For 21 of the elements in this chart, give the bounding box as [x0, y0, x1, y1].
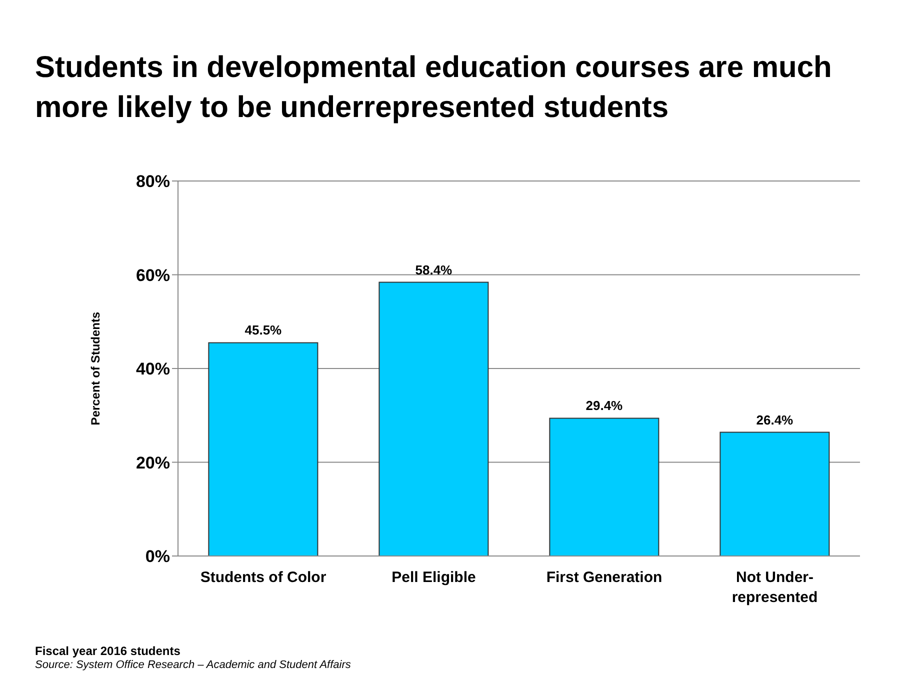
bar: [208, 342, 318, 556]
bar: [549, 418, 660, 556]
data-label: 58.4%: [415, 262, 453, 278]
y-tick-label: 20%: [136, 453, 170, 472]
y-tick-label: 40%: [136, 360, 170, 379]
x-tick-label: Not Under-represented: [732, 569, 818, 606]
text: Fiscal year 2016 students: [35, 644, 182, 658]
source-note: Source: System Office Research – Academic and Student Affairs: [35, 658, 351, 672]
bar: [720, 432, 830, 556]
y-axis-title: Percent of Students: [88, 312, 102, 426]
y-tick-label: 0%: [145, 547, 170, 566]
y-tick-label: 80%: [136, 172, 170, 192]
y-tick-label: 60%: [136, 266, 170, 285]
x-tick-label: Pell Eligible: [392, 569, 476, 586]
bar: [378, 282, 489, 556]
data-label: 26.4%: [756, 412, 794, 428]
x-tick-label: Students of Color: [200, 569, 326, 586]
chart-title: Students in developmental education courses are much more likely to be underrepresented students: [35, 50, 833, 126]
x-tick-label: First Generation: [546, 569, 662, 586]
data-label: 29.4%: [586, 398, 624, 414]
data-label: 45.5%: [244, 322, 282, 338]
